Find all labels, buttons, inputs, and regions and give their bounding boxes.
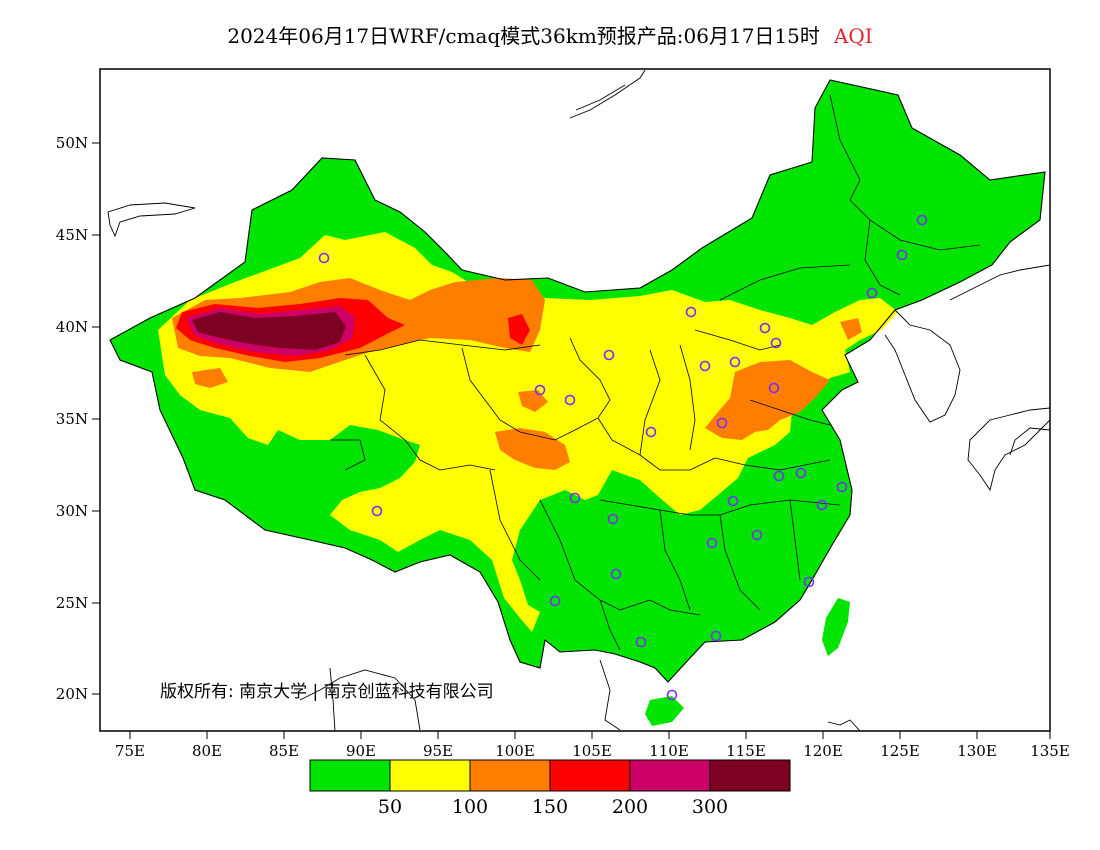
city-marker	[759, 322, 771, 334]
lat-label: 45N	[56, 226, 88, 244]
lon-label: 95E	[423, 742, 453, 760]
city-marker	[318, 252, 330, 264]
city-marker	[716, 417, 728, 429]
map-title: 2024年06月17日WRF/cmaq模式36km预报产品:06月17日15时 A…	[0, 20, 1100, 49]
colorbar-swatch-unhealthy	[550, 760, 630, 791]
colorbar-label: 200	[612, 796, 648, 818]
colorbar-swatch-moderate	[390, 760, 470, 791]
aqi-zone-orange-xj-small	[192, 368, 228, 388]
lat-label: 20N	[56, 685, 88, 703]
lon-axis: 75E 80E 85E 90E 95E 100E 105E 110E 115E …	[115, 731, 1070, 760]
lon-label: 85E	[269, 742, 299, 760]
city-marker	[607, 513, 619, 525]
colorbar-swatch-very-unhealthy	[630, 760, 710, 791]
city-marker	[751, 529, 763, 541]
neighbour-coastlines	[107, 69, 1050, 731]
lon-label: 120E	[803, 742, 843, 760]
lat-label: 35N	[56, 410, 88, 428]
city-marker	[603, 349, 615, 361]
city-marker	[803, 576, 815, 588]
colorbar: 50 100 150 200 300	[309, 759, 791, 818]
city-marker	[699, 360, 711, 372]
city-marker	[710, 630, 722, 642]
city-marker	[635, 636, 647, 648]
lon-label: 100E	[495, 742, 535, 760]
china-outline	[109, 79, 1046, 683]
city-marker	[866, 287, 878, 299]
city-marker	[549, 595, 561, 607]
city-marker	[816, 499, 828, 511]
city-marker	[836, 481, 848, 493]
city-markers	[318, 214, 928, 701]
lat-label: 40N	[56, 318, 88, 336]
colorbar-swatch-sensitive	[470, 760, 550, 791]
aqi-zone-red-gansu	[508, 314, 530, 345]
lat-label: 25N	[56, 594, 88, 612]
city-marker	[773, 470, 785, 482]
aqi-zone-orange-sichuan	[495, 428, 570, 470]
lat-axis: 50N 45N 40N 35N 30N 25N 20N	[56, 134, 100, 703]
lon-label: 130E	[957, 742, 997, 760]
aqi-zone-hazardous	[192, 312, 346, 350]
hainan-green	[645, 696, 684, 726]
colorbar-label: 50	[378, 796, 402, 818]
city-marker	[727, 495, 739, 507]
city-marker	[666, 689, 678, 701]
colorbar-label: 100	[452, 796, 488, 818]
aqi-zone-orange-north-china	[705, 360, 830, 440]
city-marker	[916, 214, 928, 226]
colorbar-swatch-good	[310, 760, 390, 791]
city-marker	[770, 337, 782, 349]
lat-label: 30N	[56, 502, 88, 520]
city-marker	[564, 394, 576, 406]
city-marker	[685, 306, 697, 318]
colorbar-swatch-hazardous	[710, 760, 790, 791]
city-marker	[768, 382, 780, 394]
lon-label: 90E	[346, 742, 376, 760]
lon-label: 105E	[572, 742, 612, 760]
aqi-zone-orange-bohai	[840, 318, 862, 340]
city-marker	[569, 492, 581, 504]
lon-label: 110E	[649, 742, 689, 760]
colorbar-label: 300	[692, 796, 728, 818]
title-variable: AQI	[833, 24, 873, 48]
copyright-text: 版权所有: 南京大学 | 南京创蓝科技有限公司	[160, 682, 494, 702]
city-marker	[706, 537, 718, 549]
lon-label: 80E	[192, 742, 222, 760]
city-marker	[610, 568, 622, 580]
taiwan-green	[822, 598, 850, 656]
city-marker	[371, 505, 383, 517]
city-marker	[534, 384, 546, 396]
aqi-zone-orange-qinghai	[518, 390, 548, 412]
map-frame	[99, 68, 1051, 732]
province-boundaries	[330, 94, 981, 651]
city-marker	[645, 426, 657, 438]
lon-label: 135E	[1030, 742, 1070, 760]
city-marker	[896, 249, 908, 261]
lon-label: 115E	[726, 742, 766, 760]
title-main: 2024年06月17日WRF/cmaq模式36km预报产品:06月17日15时	[227, 24, 820, 48]
city-marker	[795, 467, 807, 479]
lon-label: 125E	[880, 742, 920, 760]
lon-label: 75E	[115, 742, 145, 760]
lat-label: 50N	[56, 134, 88, 152]
colorbar-label: 150	[532, 796, 568, 818]
city-marker	[729, 356, 741, 368]
